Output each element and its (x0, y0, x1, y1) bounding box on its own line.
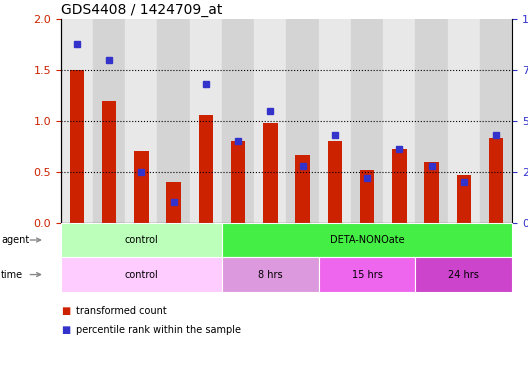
Bar (166, 182, 181, 223)
Bar (480, 19, 512, 223)
Text: transformed count: transformed count (76, 306, 166, 316)
Bar (489, 138, 503, 223)
Text: agent: agent (1, 235, 30, 245)
Bar (383, 19, 416, 223)
Bar (327, 141, 342, 223)
Bar (254, 19, 286, 223)
Bar (425, 162, 439, 223)
Bar (416, 19, 448, 223)
Bar (351, 19, 383, 223)
Bar (134, 152, 148, 223)
Bar (190, 19, 222, 223)
Text: GDS4408 / 1424709_at: GDS4408 / 1424709_at (61, 3, 222, 17)
Bar (61, 19, 93, 223)
Bar (102, 101, 116, 223)
Bar (295, 154, 310, 223)
Bar (222, 19, 254, 223)
Bar (125, 19, 157, 223)
Bar (263, 123, 278, 223)
Bar (457, 175, 471, 223)
Text: ■: ■ (61, 306, 70, 316)
Bar (93, 19, 125, 223)
Bar (392, 149, 407, 223)
Text: time: time (1, 270, 23, 280)
Text: DETA-NONOate: DETA-NONOate (330, 235, 404, 245)
Bar (199, 115, 213, 223)
Bar (157, 19, 190, 223)
Text: ■: ■ (61, 325, 70, 335)
Bar (286, 19, 319, 223)
Text: 15 hrs: 15 hrs (352, 270, 382, 280)
Text: control: control (125, 235, 158, 245)
Text: 24 hrs: 24 hrs (448, 270, 479, 280)
Bar (360, 170, 374, 223)
Text: percentile rank within the sample: percentile rank within the sample (76, 325, 241, 335)
Bar (319, 19, 351, 223)
Text: 8 hrs: 8 hrs (258, 270, 282, 280)
Text: control: control (125, 270, 158, 280)
Bar (448, 19, 480, 223)
Bar (231, 141, 246, 223)
Bar (70, 70, 84, 223)
